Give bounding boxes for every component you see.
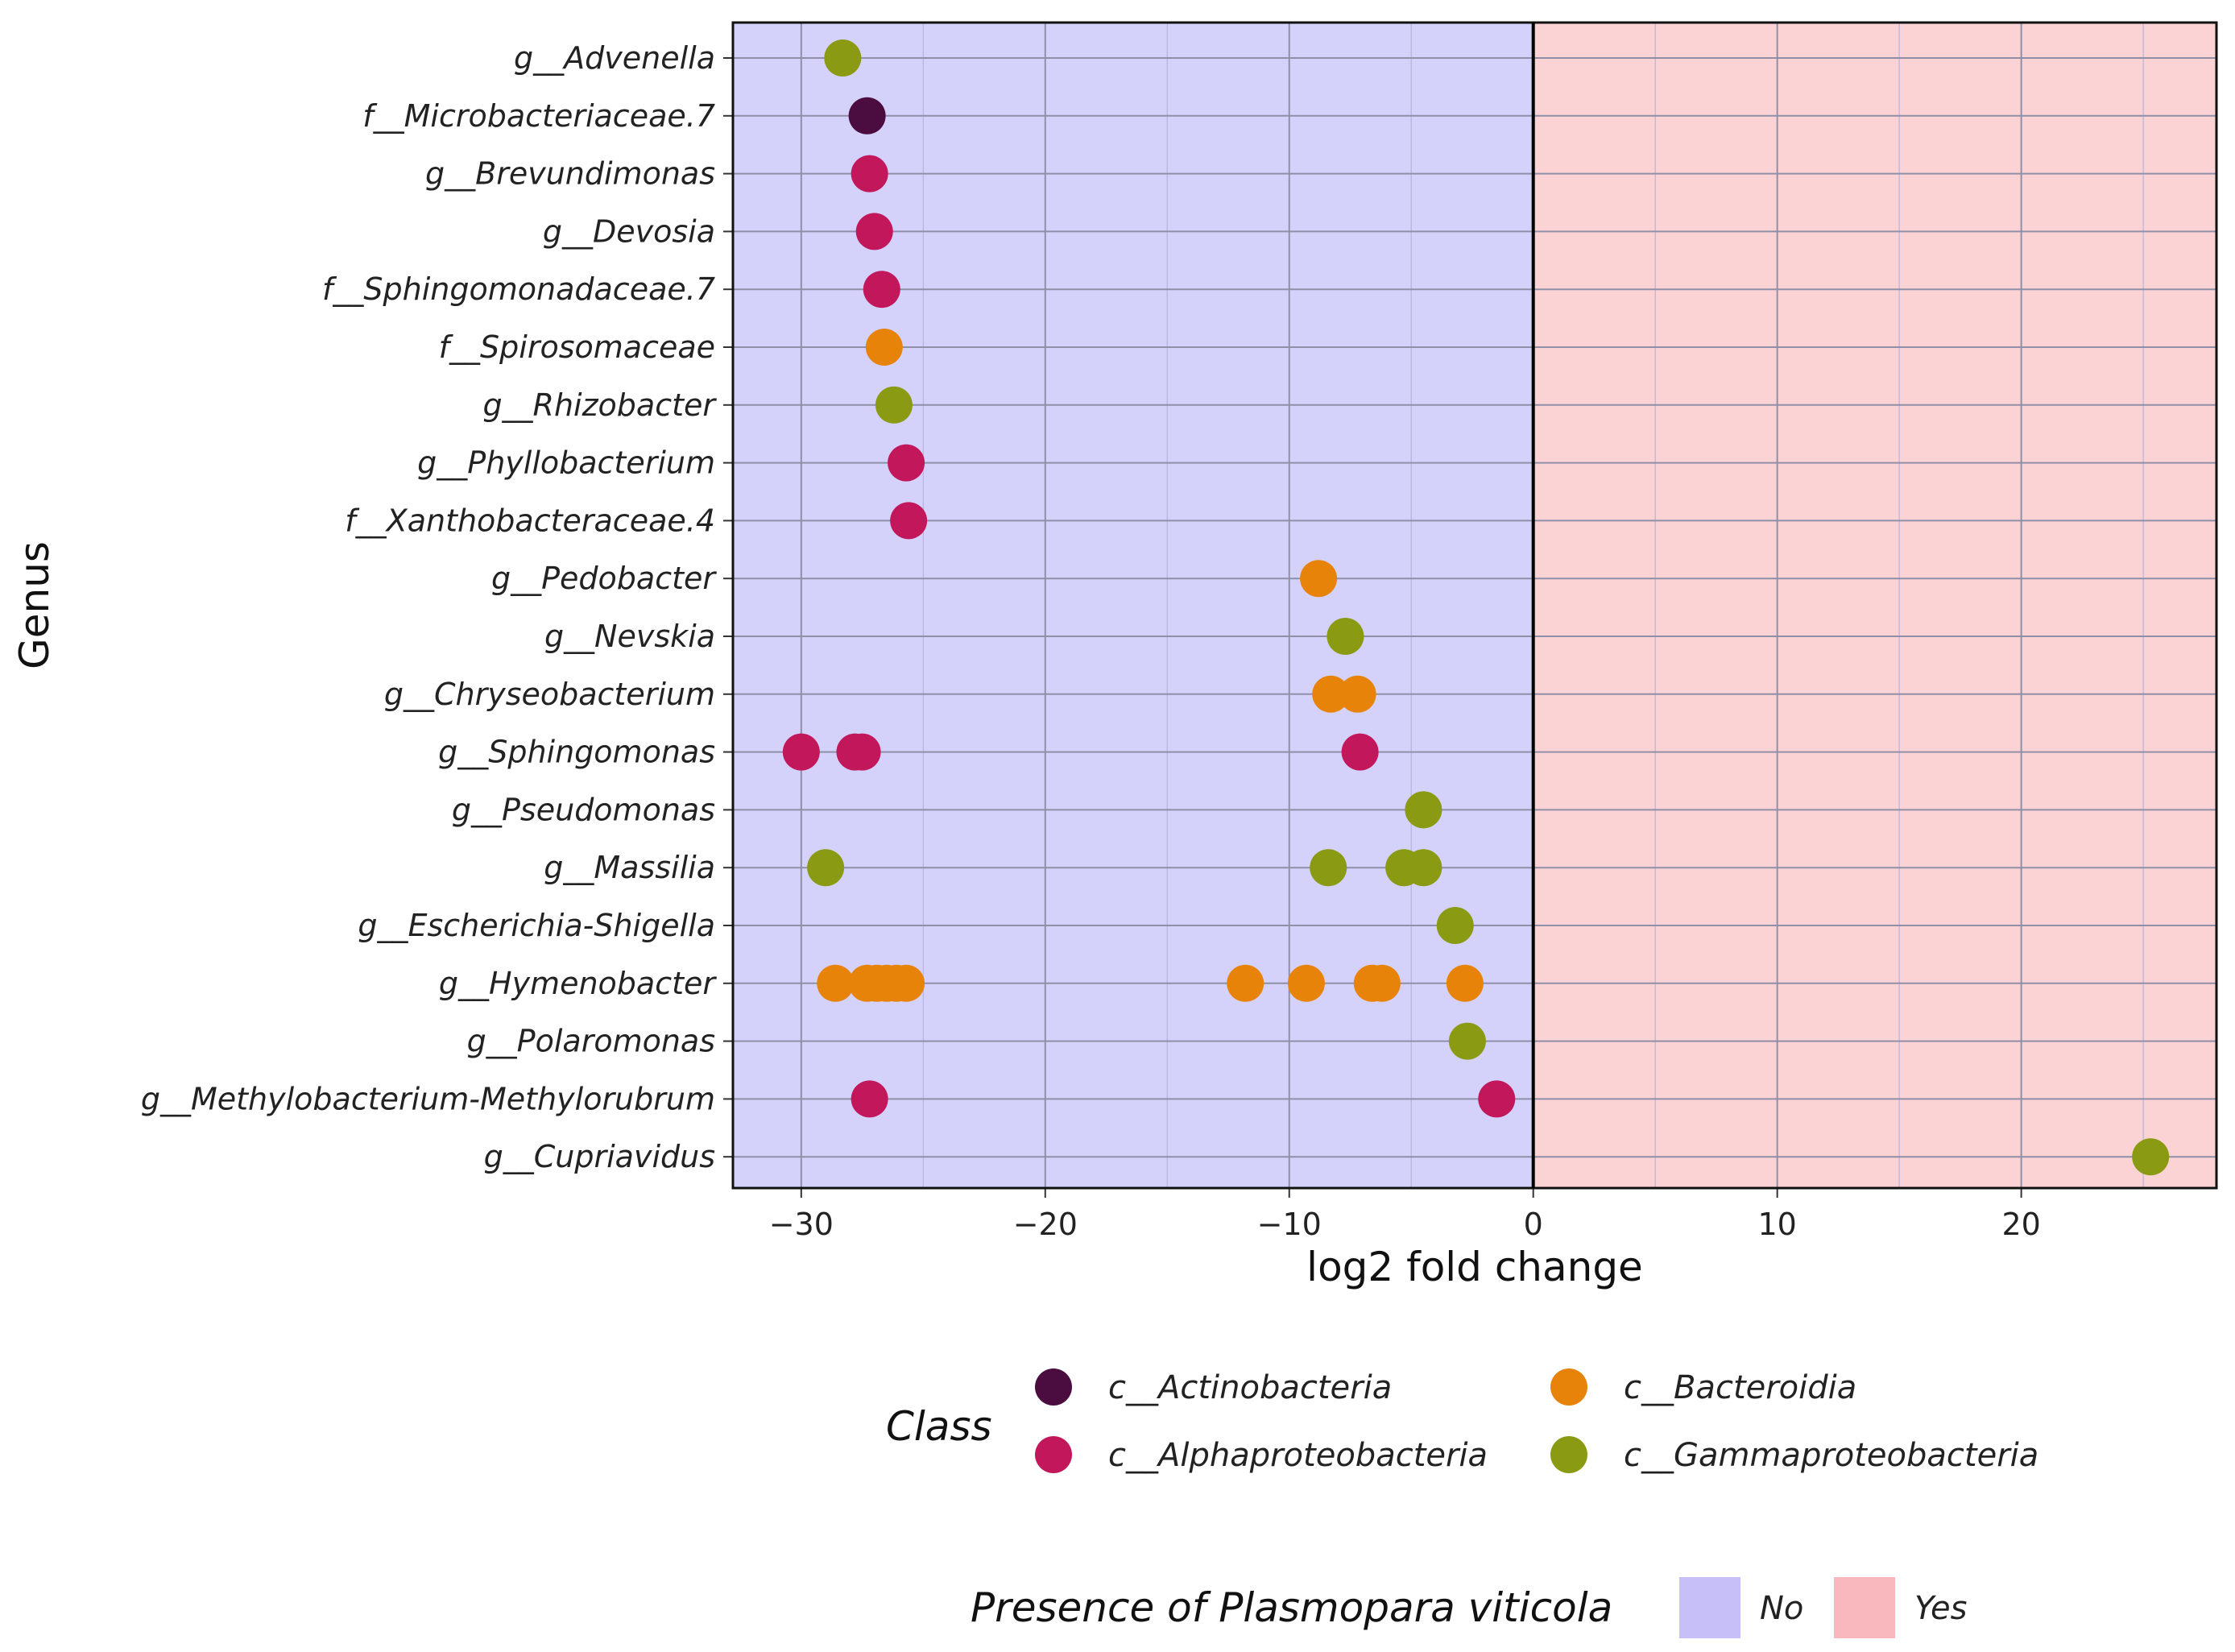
legend-label: c__Gammaproteobacteria [1624, 1437, 2038, 1474]
legend-label: c__Bacteroidia [1624, 1369, 1856, 1406]
y-tick-label: g__Devosia [543, 213, 715, 249]
y-axis-title: Genus [11, 541, 58, 669]
legend-label: c__Actinobacteria [1108, 1369, 1392, 1406]
y-tick-label: g__Pedobacter [491, 561, 717, 596]
data-point [1478, 1080, 1516, 1118]
data-points [782, 39, 2170, 1176]
data-point [865, 329, 903, 366]
presence-legend-title: Presence of Plasmopara viticola [971, 1584, 1612, 1631]
data-point [1405, 791, 1442, 829]
y-tick-label: g__Rhizobacter [482, 387, 717, 423]
data-point [851, 1080, 888, 1118]
y-tick-labels: g__Advenella f__Microbacteriaceae.7 g__Bre… [141, 40, 733, 1174]
y-tick-label: g__Methylobacterium-Methylorubrum [141, 1081, 715, 1116]
data-point [824, 39, 862, 77]
legend-swatch-yes [1834, 1577, 1895, 1638]
x-tick-label: 0 [1524, 1207, 1543, 1242]
x-tick-label: −10 [1257, 1207, 1322, 1242]
y-tick-label: g__Phyllobacterium [417, 445, 715, 481]
y-tick-label: g__Pseudomonas [452, 792, 715, 827]
data-point [1339, 675, 1376, 713]
y-tick-label: f__Microbacteriaceae.7 [362, 98, 715, 134]
data-point [888, 964, 925, 1002]
y-tick-label: f__Sphingomonadaceae.7 [322, 271, 715, 307]
y-tick-label: g__Chryseobacterium [384, 677, 715, 712]
data-point [890, 502, 928, 540]
legend-label: c__Alphaproteobacteria [1108, 1437, 1488, 1474]
data-point [1363, 964, 1401, 1002]
data-point [1227, 964, 1264, 1002]
data-point [1327, 618, 1364, 655]
data-point [1436, 907, 1474, 944]
background-regions [733, 23, 2216, 1188]
legend-label: No [1760, 1590, 1803, 1627]
data-point [863, 271, 900, 308]
y-tick-label: g__Advenella [514, 40, 715, 76]
region-no [733, 23, 1533, 1188]
panel-border [731, 21, 2218, 1190]
data-point [851, 155, 888, 193]
data-point [848, 97, 886, 135]
y-tick-label: g__Cupriavidus [484, 1139, 715, 1174]
class-legend: Class c__Actinobacteria c__Bacteroidia c__… [886, 1368, 2038, 1474]
legend-label: Yes [1914, 1590, 1968, 1627]
data-point [855, 213, 893, 250]
y-tick-label: g__Hymenobacter [439, 966, 717, 1001]
legend-key [1550, 1436, 1587, 1473]
legend-key [1550, 1368, 1587, 1406]
data-point [888, 444, 925, 482]
y-tick-label: f__Xanthobacteraceae.4 [345, 503, 715, 538]
y-tick-label: g__Nevskia [544, 619, 715, 654]
legend-key [1035, 1368, 1072, 1406]
data-point [2132, 1138, 2170, 1176]
data-point [1446, 964, 1484, 1002]
data-point [1287, 964, 1325, 1002]
data-point [843, 733, 881, 771]
class-legend-title: Class [886, 1403, 992, 1450]
data-point [1310, 849, 1347, 887]
y-tick-label: g__Brevundimonas [425, 156, 715, 192]
y-tick-label: g__Escherichia-Shigella [358, 908, 715, 943]
region-yes [1533, 23, 2216, 1188]
data-point [1448, 1022, 1486, 1060]
data-point [782, 733, 820, 771]
data-point [1341, 733, 1379, 771]
y-tick-label: f__Spirosomaceae [439, 329, 715, 365]
legend-key [1035, 1436, 1072, 1473]
data-point [807, 849, 845, 887]
data-point [1405, 849, 1442, 887]
y-tick-label: g__Sphingomonas [438, 735, 715, 770]
x-tick-label: −20 [1013, 1207, 1078, 1242]
y-tick-label: g__Polaromonas [467, 1024, 715, 1059]
grid [733, 23, 2216, 1188]
x-tick-label: 10 [1757, 1207, 1796, 1242]
data-point [875, 386, 913, 424]
data-point [1300, 560, 1338, 598]
x-tick-label: −30 [769, 1207, 834, 1242]
x-tick-label: 20 [2001, 1207, 2040, 1242]
presence-legend: Presence of Plasmopara viticola No Yes [971, 1577, 1968, 1638]
y-tick-label: g__Massilia [544, 850, 715, 885]
data-point [817, 964, 855, 1002]
x-tick-labels: −30 −20 −10 0 10 20 [769, 1188, 2041, 1242]
legend-swatch-no [1679, 1577, 1740, 1638]
x-axis-title: log2 fold change [1306, 1244, 1643, 1290]
data-point [1312, 675, 1350, 713]
